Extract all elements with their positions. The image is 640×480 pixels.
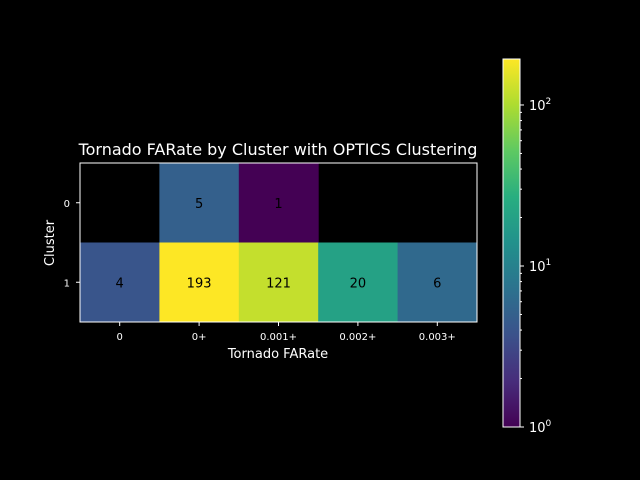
- x-tick-label: 0: [117, 332, 123, 343]
- cell-value-label: 4: [116, 276, 124, 291]
- cell-value-label: 193: [187, 276, 212, 291]
- y-tick-label: 1: [64, 278, 70, 289]
- heatmap-cell: [159, 163, 240, 243]
- heatmap-cell: [318, 242, 399, 323]
- colorbar-gradient: [502, 58, 521, 428]
- x-tick-label: 0.002+: [339, 332, 376, 343]
- x-tick-label: 0+: [192, 332, 207, 343]
- heatmap-cells: 5 1 4 193 121 20 6: [80, 163, 478, 323]
- x-axis: 0 0+ 0.001+ 0.002+ 0.003+: [117, 322, 456, 343]
- cell-value-label: 5: [195, 197, 203, 212]
- y-tick-label: 0: [64, 199, 70, 210]
- colorbar-tick-label: 101: [529, 258, 551, 275]
- heatmap-cell: [397, 242, 478, 323]
- chart-title: Tornado FARate by Cluster with OPTICS Cl…: [78, 140, 478, 159]
- heatmap-cell: [159, 242, 240, 323]
- heatmap-cell: [80, 242, 160, 323]
- cell-value-label: 121: [266, 276, 291, 291]
- x-tick-label: 0.001+: [260, 332, 297, 343]
- cell-value-label: 6: [433, 276, 441, 291]
- heatmap-cell: [238, 242, 319, 323]
- y-axis: 01: [64, 199, 80, 289]
- x-tick-label: 0.003+: [419, 332, 456, 343]
- cell-value-label: 1: [274, 197, 282, 212]
- y-axis-label: Cluster: [43, 219, 58, 266]
- colorbar-tick-label: 102: [529, 97, 551, 114]
- colorbar-ticks: 100 101 102: [520, 97, 552, 436]
- colorbar: 100 101 102: [502, 58, 552, 436]
- cell-value-label: 20: [350, 276, 367, 291]
- heatmap-cell: [238, 163, 319, 243]
- x-axis-label: Tornado FARate: [227, 347, 328, 362]
- colorbar-tick-label: 100: [529, 419, 552, 436]
